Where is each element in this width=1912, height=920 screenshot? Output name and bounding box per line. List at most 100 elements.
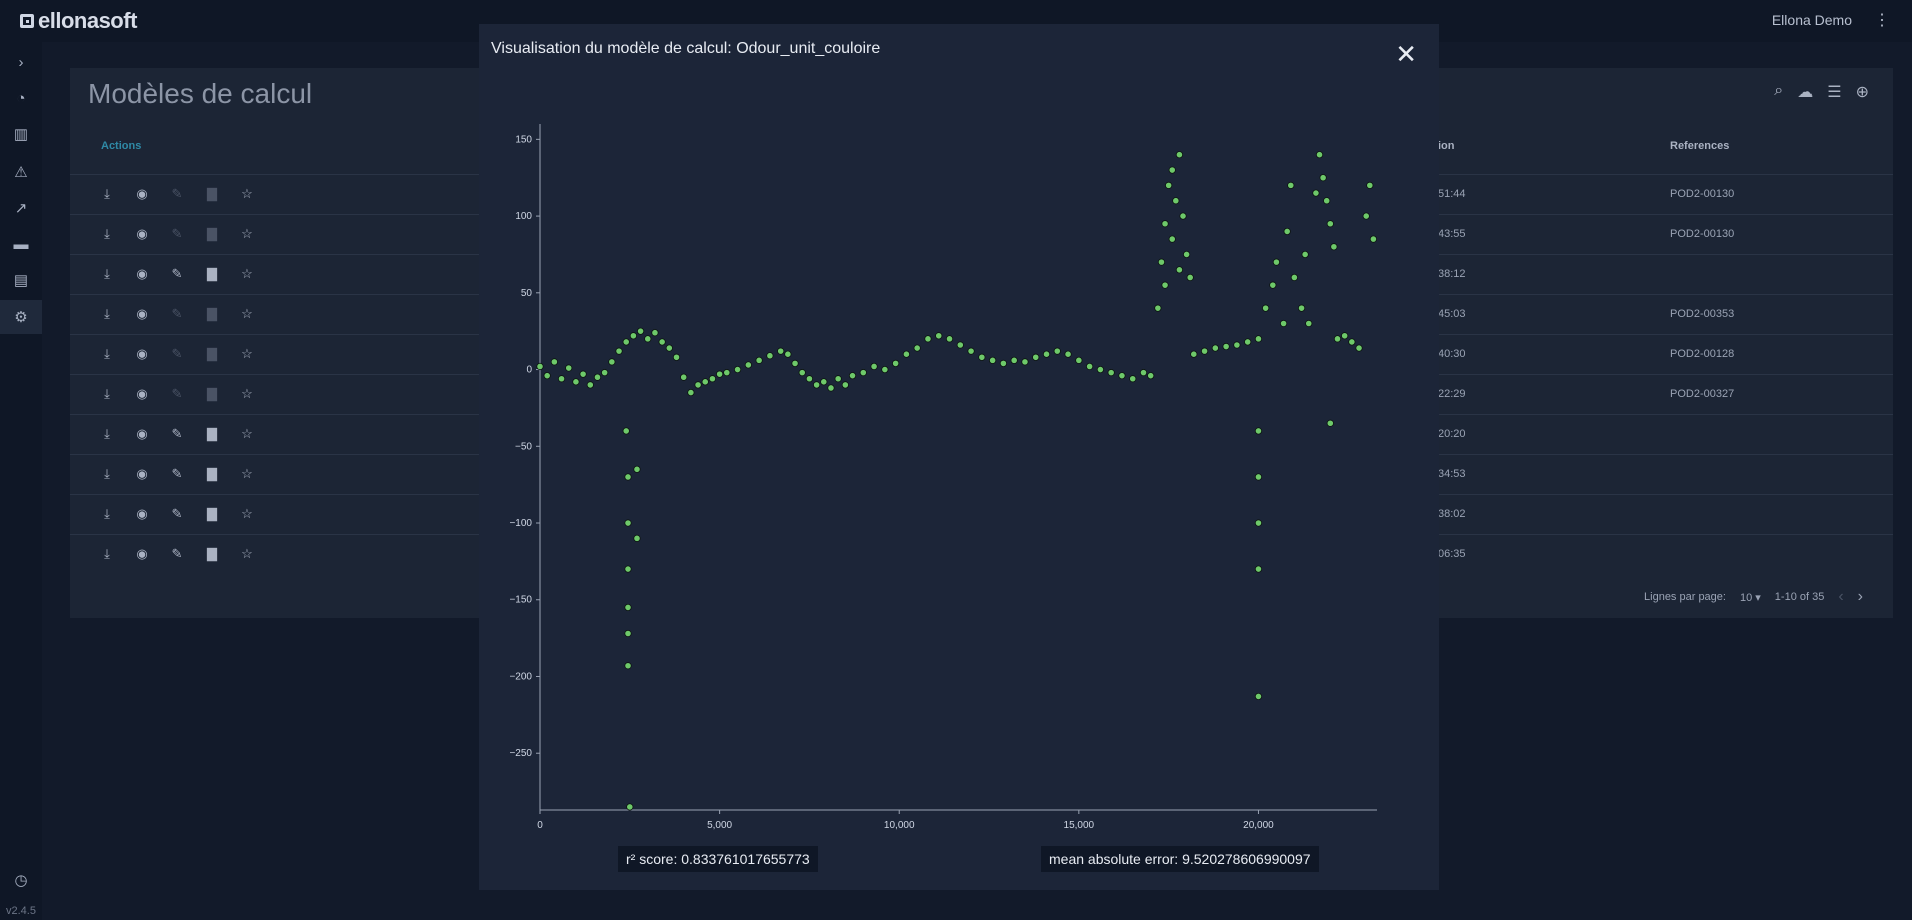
- data-point: [622, 338, 630, 346]
- data-point: [1254, 565, 1263, 573]
- view-icon[interactable]: ◉: [136, 226, 148, 241]
- folder-icon[interactable]: ▬: [13, 235, 29, 253]
- favorite-icon[interactable]: ☆: [241, 266, 253, 281]
- data-point: [565, 364, 573, 372]
- data-point: [989, 356, 997, 364]
- view-icon[interactable]: ◉: [136, 346, 148, 361]
- data-point: [1287, 181, 1295, 189]
- search-icon[interactable]: ⌕: [1774, 82, 1784, 99]
- pagination: Lignes par page: 10 ▾ 1-10 of 35 ‹ ›: [1644, 588, 1863, 606]
- view-icon[interactable]: ◉: [136, 186, 148, 201]
- history-icon[interactable]: ◷: [14, 872, 28, 889]
- data-point: [913, 344, 921, 352]
- edit-icon[interactable]: ✎: [171, 466, 183, 481]
- data-point: [1254, 335, 1263, 343]
- column-header-actions[interactable]: Actions: [101, 140, 142, 152]
- x-tick-label: 10,000: [884, 820, 915, 831]
- data-point: [999, 359, 1008, 368]
- favorite-icon[interactable]: ☆: [241, 306, 253, 321]
- data-point: [945, 335, 954, 343]
- data-point: [848, 372, 857, 380]
- row-actions: ⤓ ◉ ✎ ▇ ☆: [98, 306, 256, 322]
- cell-reference: POD2-00327: [1670, 388, 1735, 400]
- download-icon[interactable]: ⤓: [104, 506, 110, 521]
- next-page-icon[interactable]: ›: [1857, 588, 1863, 605]
- delete-icon[interactable]: ▇: [207, 266, 217, 281]
- favorite-icon[interactable]: ☆: [241, 546, 253, 561]
- more-menu-icon[interactable]: ⋮: [1874, 12, 1890, 29]
- gear-icon[interactable]: ⚙: [0, 300, 42, 334]
- add-icon[interactable]: ⊕: [1855, 84, 1869, 101]
- download-icon[interactable]: ⤓: [104, 426, 110, 441]
- dashboard-icon[interactable]: ◔: [16, 89, 26, 107]
- column-header-creation[interactable]: ion: [1438, 140, 1455, 152]
- delete-icon[interactable]: ▇: [207, 506, 217, 521]
- view-icon[interactable]: ◉: [136, 426, 148, 441]
- data-point: [1139, 369, 1148, 377]
- data-point: [723, 369, 731, 377]
- delete-icon: ▇: [207, 346, 217, 361]
- data-point: [1075, 356, 1083, 364]
- favorite-icon[interactable]: ☆: [241, 466, 253, 481]
- cell-created-time: 34:53: [1438, 468, 1466, 480]
- view-icon[interactable]: ◉: [136, 546, 148, 561]
- data-point: [1154, 304, 1162, 312]
- data-point: [1161, 281, 1169, 289]
- cell-reference: POD2-00128: [1670, 348, 1735, 360]
- download-icon[interactable]: ⤓: [104, 266, 110, 281]
- view-icon[interactable]: ◉: [136, 506, 148, 521]
- data-point: [633, 465, 641, 473]
- edit-icon[interactable]: ✎: [171, 506, 183, 521]
- alarm-icon[interactable]: ⚠: [14, 164, 28, 181]
- view-icon[interactable]: ◉: [136, 466, 148, 481]
- data-point: [1330, 243, 1338, 251]
- data-point: [834, 375, 842, 383]
- filter-icon[interactable]: ☰: [1827, 84, 1842, 101]
- prev-page-icon[interactable]: ‹: [1838, 588, 1844, 605]
- data-point: [624, 603, 632, 612]
- y-tick-label: −50: [515, 441, 532, 452]
- rows-per-page-select[interactable]: 10 ▾: [1739, 591, 1761, 604]
- trend-icon[interactable]: ↗: [14, 200, 28, 217]
- document-icon[interactable]: ▤: [13, 272, 29, 289]
- app-version: v2.4.5: [6, 905, 36, 917]
- data-point: [536, 362, 544, 371]
- data-point: [978, 353, 986, 361]
- data-point: [1280, 319, 1288, 328]
- data-point: [870, 362, 878, 371]
- download-icon[interactable]: ⤓: [104, 346, 110, 361]
- edit-icon[interactable]: ✎: [171, 266, 183, 281]
- download-icon[interactable]: ⤓: [104, 186, 110, 201]
- favorite-icon[interactable]: ☆: [241, 346, 253, 361]
- data-point: [1369, 235, 1378, 243]
- cell-created-time: 38:02: [1438, 508, 1466, 520]
- download-icon[interactable]: ⤓: [104, 386, 110, 401]
- delete-icon[interactable]: ▇: [207, 426, 217, 441]
- close-icon[interactable]: ✕: [1395, 39, 1417, 69]
- download-icon[interactable]: ⤓: [104, 306, 110, 321]
- x-tick-label: 5,000: [707, 820, 732, 831]
- delete-icon[interactable]: ▇: [207, 466, 217, 481]
- favorite-icon[interactable]: ☆: [241, 426, 253, 441]
- view-icon[interactable]: ◉: [136, 306, 148, 321]
- chevron-right-icon[interactable]: ›: [18, 53, 24, 71]
- data-point: [1183, 250, 1191, 259]
- download-icon[interactable]: ⤓: [104, 546, 110, 561]
- delete-icon[interactable]: ▇: [207, 546, 217, 561]
- user-name[interactable]: Ellona Demo: [1771, 12, 1852, 28]
- favorite-icon[interactable]: ☆: [241, 226, 253, 241]
- app-logo[interactable]: ellonasoft: [20, 8, 137, 34]
- edit-icon[interactable]: ✎: [171, 546, 183, 561]
- edit-icon[interactable]: ✎: [171, 426, 183, 441]
- favorite-icon[interactable]: ☆: [241, 506, 253, 521]
- favorite-icon[interactable]: ☆: [241, 186, 253, 201]
- data-point: [1305, 319, 1313, 328]
- upload-icon[interactable]: ☁: [1797, 84, 1814, 101]
- favorite-icon[interactable]: ☆: [241, 386, 253, 401]
- view-icon[interactable]: ◉: [136, 386, 148, 401]
- download-icon[interactable]: ⤓: [104, 466, 110, 481]
- download-icon[interactable]: ⤓: [104, 226, 110, 241]
- factory-icon[interactable]: ▥: [13, 126, 29, 143]
- view-icon[interactable]: ◉: [136, 266, 148, 281]
- column-header-references[interactable]: References: [1670, 140, 1730, 152]
